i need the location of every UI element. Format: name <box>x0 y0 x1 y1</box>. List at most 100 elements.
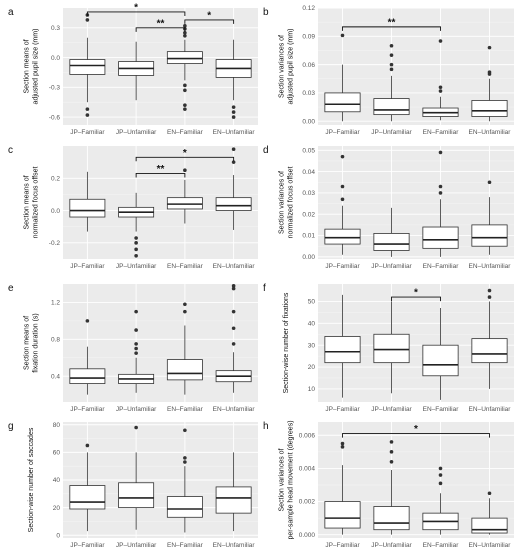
y-tick-label: 0.09 <box>302 34 315 41</box>
panel-c: -0.2 0.0 0.2 JP–Familiar JP–Unfamiliar EN–Fam… <box>8 145 258 270</box>
y-tick-label: 0.01 <box>302 233 315 240</box>
panel-label: f <box>263 283 266 294</box>
box-f-3 <box>471 288 508 389</box>
outlier-point <box>183 107 187 111</box>
box-f-0 <box>324 294 361 398</box>
x-tick-label: JP–Unfamiliar <box>116 263 157 270</box>
significance-bracket: * <box>184 10 235 24</box>
x-tick-label: JP–Familiar <box>325 263 360 270</box>
outlier-point <box>231 160 236 164</box>
outlier-point <box>134 346 138 351</box>
y-tick-label: 20 <box>53 505 61 512</box>
panel-label: d <box>263 145 269 156</box>
outlier-point <box>183 83 187 88</box>
bracket-line <box>184 19 235 24</box>
box-e-0 <box>69 319 106 395</box>
iqr-box <box>324 501 361 529</box>
y-tick-label: 0.03 <box>302 90 315 97</box>
outlier-point <box>183 302 187 307</box>
outlier-point <box>134 328 138 332</box>
outlier-point <box>134 236 138 240</box>
panel-label: g <box>8 421 14 432</box>
box-f-1 <box>373 301 410 394</box>
y-axis-label: Section variances of normalized focus off… <box>279 167 295 239</box>
y-tick-label: -0.2 <box>49 240 61 247</box>
box-g-2 <box>166 428 203 533</box>
panel-h: 0.000 0.002 0.004 0.006 JP–Familiar JP–Unfami… <box>263 420 514 549</box>
panel-label: c <box>8 145 13 156</box>
x-tick-label: EN–Familiar <box>423 542 460 549</box>
outlier-point <box>389 43 394 48</box>
x-tick-label: EN–Unfamiliar <box>469 129 512 136</box>
significance-bracket: * <box>342 424 490 438</box>
outlier-point <box>389 67 394 72</box>
y-tick-label: 1.2 <box>51 300 60 307</box>
outlier-point <box>85 107 90 111</box>
box-b-0 <box>324 33 361 122</box>
outlier-point <box>438 473 443 477</box>
outlier-point <box>340 154 345 159</box>
y-axis-label-line: Section variances of <box>279 35 286 98</box>
x-tick-label: JP–Familiar <box>325 406 360 413</box>
y-tick-label: -0.3 <box>49 85 61 92</box>
x-tick-label: EN–Familiar <box>167 406 204 413</box>
significance-bracket: ** <box>135 18 186 32</box>
box-g-1 <box>118 425 155 530</box>
y-tick-label: -0.6 <box>49 114 61 121</box>
outlier-point <box>340 445 345 449</box>
outlier-point <box>183 456 187 460</box>
iqr-box <box>373 98 410 116</box>
panel-label: h <box>263 421 269 432</box>
x-tick-label: JP–Unfamiliar <box>371 406 412 413</box>
outlier-point <box>183 103 187 107</box>
outlier-point <box>85 319 90 323</box>
bracket-line <box>135 156 235 162</box>
outlier-point <box>340 441 345 446</box>
iqr-box <box>166 51 203 64</box>
outlier-point <box>389 450 394 454</box>
y-axis-label: Section variances of per-sample head move… <box>279 420 295 539</box>
iqr-box <box>166 197 203 210</box>
y-axis-label-line: fixation duration (s) <box>33 313 40 373</box>
box-h-1 <box>373 440 410 535</box>
y-tick-label: 40 <box>53 477 61 484</box>
outlier-point <box>85 443 90 448</box>
outlier-point <box>340 33 345 38</box>
outlier-point <box>231 147 236 152</box>
outlier-point <box>85 18 90 22</box>
outlier-point <box>438 191 443 195</box>
y-axis-label: Section means of adjusted pupil size (mm) <box>24 29 40 105</box>
box-c-0 <box>69 171 106 232</box>
x-tick-label: EN–Familiar <box>167 263 204 270</box>
outlier-point <box>183 30 187 35</box>
outlier-point <box>487 70 492 74</box>
x-tick-label: JP–Unfamiliar <box>116 129 157 136</box>
box-d-3 <box>471 180 508 255</box>
x-tick-label: JP–Familiar <box>70 542 105 549</box>
iqr-box <box>166 359 203 381</box>
iqr-box <box>373 233 410 251</box>
x-tick-label: JP–Unfamiliar <box>116 542 157 549</box>
x-tick-label: JP–Unfamiliar <box>371 129 412 136</box>
panel-b: 0.00 0.03 0.06 0.09 0.12 JP–Familiar JP–Unfami… <box>263 5 514 136</box>
outlier-point <box>85 113 90 117</box>
iqr-box <box>69 59 106 75</box>
outlier-point <box>231 342 236 346</box>
outlier-point <box>389 62 394 67</box>
y-tick-label: 80 <box>53 422 61 429</box>
box-c-2 <box>166 168 203 224</box>
y-axis-label-line: Section-wise number of fixations <box>283 292 290 393</box>
box-d-1 <box>373 207 410 257</box>
y-tick-label: 0.004 <box>299 466 316 473</box>
outlier-point <box>438 39 443 43</box>
y-axis-label-line: Section variances of <box>279 448 286 511</box>
box-h-2 <box>422 466 459 535</box>
iqr-box <box>471 517 508 534</box>
outlier-point <box>134 253 138 258</box>
x-tick-label: JP–Familiar <box>325 542 360 549</box>
significance-bracket: ** <box>342 17 441 31</box>
outlier-point <box>231 326 236 331</box>
outlier-point <box>183 24 187 28</box>
outlier-point <box>183 88 187 93</box>
iqr-box <box>471 100 508 117</box>
